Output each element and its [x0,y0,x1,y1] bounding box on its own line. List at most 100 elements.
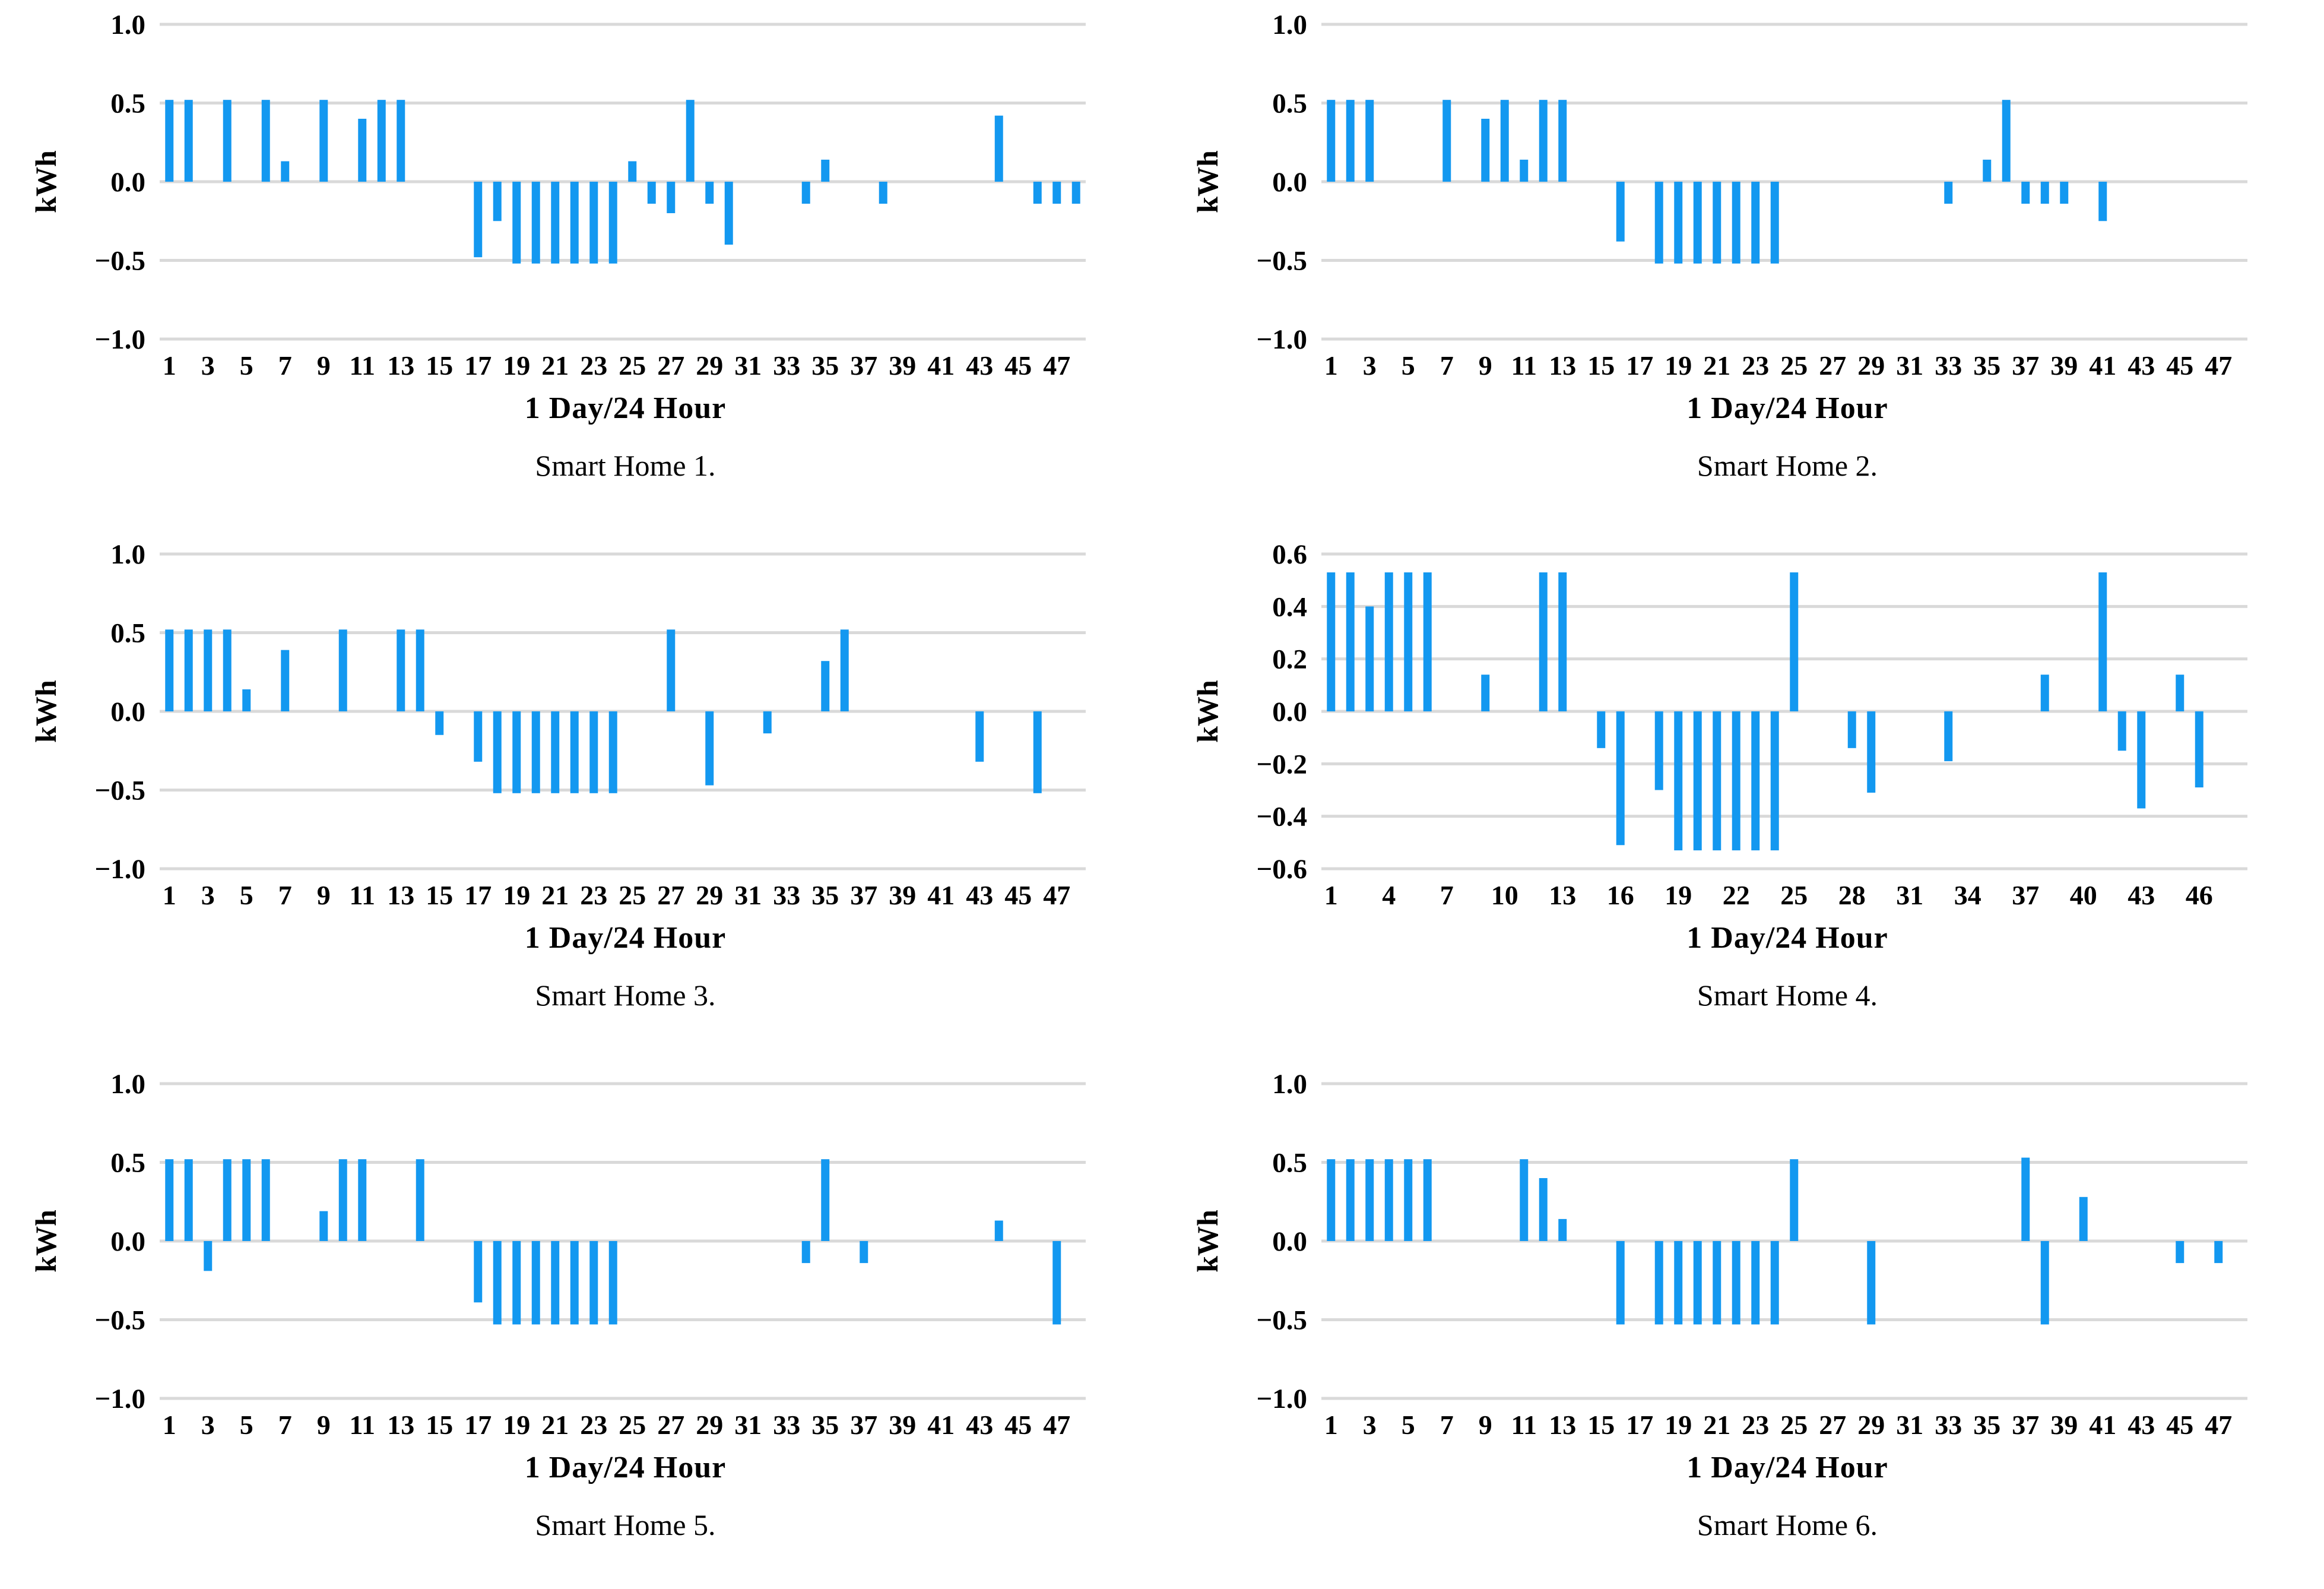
bar-hour-36 [2002,100,2011,182]
bar-hour-4 [1384,572,1393,711]
bar-hour-34 [801,1241,810,1264]
x-tick-label: 19 [503,1410,530,1440]
x-axis-title: 1 Day/24 Hour [1686,391,1888,425]
bar-hour-20 [1693,1241,1702,1325]
x-tick-label: 43 [2128,880,2155,910]
bar-hour-35 [820,661,829,711]
bar-hour-4 [1384,1159,1393,1241]
x-tick-label: 1 [1324,880,1338,910]
x-tick-label: 9 [316,880,330,910]
y-tick-label: 1.0 [110,539,145,570]
bar-hour-12 [1539,100,1548,182]
x-tick-label: 19 [1664,350,1692,381]
bar-hour-5 [242,689,251,711]
x-tick-label: 37 [850,1410,877,1440]
bar-hour-27 [666,629,675,711]
x-tick-label: 29 [1857,350,1885,381]
bar-hour-12 [1539,572,1548,711]
bar-hour-19 [1674,711,1683,851]
x-tick-label: 45 [1004,880,1032,910]
bar-hour-22 [570,711,579,793]
x-tick-label: 33 [1935,350,1962,381]
x-tick-label: 27 [657,1410,684,1440]
y-tick-label: −1.0 [1256,1384,1307,1414]
bar-hour-24 [608,711,617,793]
bar-hour-37 [2021,182,2030,204]
y-axis-title: kWh [29,680,62,743]
x-tick-label: 7 [278,880,291,910]
bar-hour-18 [493,182,502,221]
x-tick-label: 5 [1402,350,1415,381]
bar-hour-43 [2137,711,2146,809]
x-tick-label: 47 [1043,350,1070,381]
bar-hour-10 [1500,100,1509,182]
bar-hour-43 [975,711,984,762]
x-tick-label: 17 [1626,1410,1653,1440]
bar-hour-20 [531,711,540,793]
x-tick-label: 31 [1896,1410,1923,1440]
x-tick-label: 23 [1742,350,1769,381]
x-tick-label: 1 [1324,350,1338,381]
y-tick-label: 0.6 [1272,539,1307,570]
x-tick-label: 13 [387,1410,414,1440]
smart-home-5-panel: 1.0 0.5 0.0 −0.5 −1.0 kWh 1 3 5 7 9 11 13 15 17 19 21 23 2… [0,1059,1162,1589]
bar-hour-4 [223,1159,232,1241]
x-tick-label: 47 [2205,350,2232,381]
bar-hour-47 [1052,1241,1061,1325]
x-tick-label: 31 [734,350,762,381]
x-tick-label: 1 [1324,1410,1338,1440]
bar-hour-11 [357,1159,366,1241]
bar-hour-20 [1693,711,1702,851]
bar-hour-38 [2040,1241,2049,1325]
bar-hour-6 [1423,1159,1432,1241]
bar-hour-10 [338,1159,347,1241]
bar-hour-1 [1327,1159,1336,1241]
smart-home-4-panel: 0.6 0.4 0.2 0.0 −0.2 −0.4 −0.6 kWh 1 4 7 10 13 16 19 22… [1162,530,2324,1059]
bar-hour-9 [319,1211,328,1241]
chart-caption: Smart Home 4. [1697,979,1878,1012]
x-tick-label: 21 [541,350,569,381]
bar-hour-25 [1790,1159,1799,1241]
y-tick-label: 0.2 [1272,644,1307,675]
y-tick-label: 0.5 [110,1148,145,1179]
bar-hour-21 [1713,182,1721,264]
bar-hour-5 [1404,1159,1413,1241]
bar-hour-1 [164,629,173,711]
x-tick-label: 17 [1626,350,1653,381]
bar-hour-14 [416,1159,424,1241]
bar-hour-11 [1520,159,1529,182]
x-tick-label: 19 [503,880,530,910]
bar-hour-37 [859,1241,868,1264]
chart-caption: Smart Home 1. [535,449,716,482]
x-tick-label: 45 [2166,350,2193,381]
y-tick-label: 1.0 [110,1069,145,1100]
y-tick-label: −0.5 [1256,246,1307,277]
x-tick-label: 45 [1004,1410,1032,1440]
x-tick-label: 25 [619,1410,646,1440]
bar-hour-16 [1616,182,1625,242]
y-tick-label: −0.5 [1256,1305,1307,1336]
bar-hour-3 [1365,100,1374,182]
x-tick-label: 37 [2012,880,2039,910]
smart-home-6-panel: 1.0 0.5 0.0 −0.5 −1.0 kWh 1 3 5 7 9 11 13 15 17 19 21 23 2… [1162,1059,2324,1589]
x-tick-label: 10 [1491,880,1518,910]
bar-hour-46 [2195,711,2203,788]
bar-hour-2 [1346,100,1355,182]
bar-hour-38 [879,182,887,204]
x-tick-label: 16 [1607,880,1634,910]
x-tick-label: 4 [1382,880,1396,910]
bar-hour-1 [1327,572,1336,711]
x-tick-label: 37 [2012,1410,2039,1440]
bar-hour-18 [1654,1241,1663,1325]
x-tick-label: 43 [2128,1410,2155,1440]
y-tick-label: 0.0 [1272,167,1307,198]
bar-hour-21 [1713,711,1721,851]
bar-hour-35 [820,159,829,182]
x-tick-label: 15 [426,350,453,381]
x-tick-label: 5 [239,880,253,910]
bar-hour-33 [1944,182,1953,204]
